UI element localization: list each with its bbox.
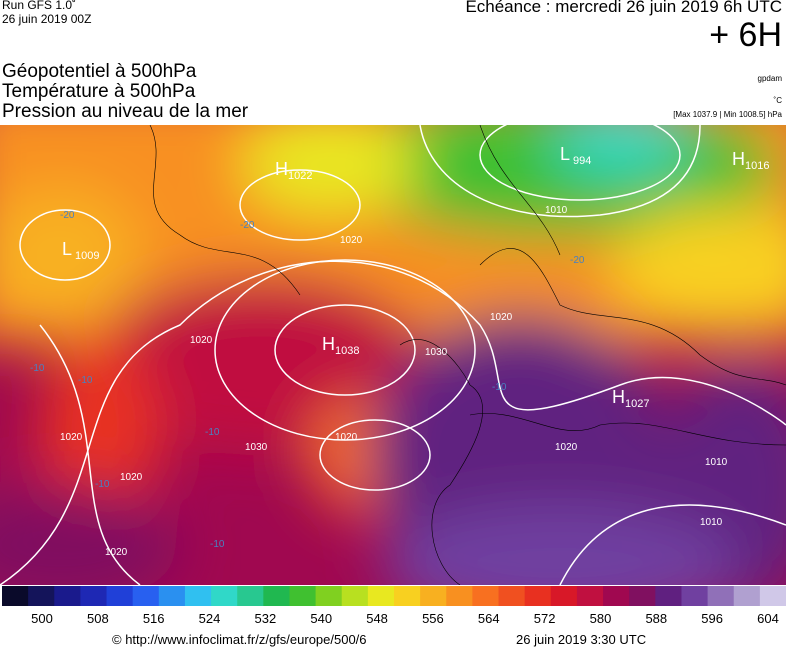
color-swatch <box>550 586 578 606</box>
colorbar-label: 564 <box>478 611 500 626</box>
color-swatch <box>263 586 290 606</box>
center-letter: H <box>732 149 745 169</box>
center-letter: L <box>560 144 570 164</box>
isobar-label: 1020 <box>490 312 513 323</box>
center-letter: H <box>612 387 625 407</box>
isobar-label: 1010 <box>700 517 723 528</box>
isobar-label: 1030 <box>245 442 268 453</box>
isobar-label: 1010 <box>545 205 568 216</box>
temp-label: -10 <box>78 375 93 386</box>
color-swatch <box>237 586 264 606</box>
colorbar-label: 548 <box>366 611 388 626</box>
color-swatch <box>524 586 552 606</box>
colorbar-label: 596 <box>701 611 723 626</box>
color-swatch <box>733 586 761 606</box>
color-swatch <box>341 586 369 606</box>
temp-label: -10 <box>95 479 110 490</box>
color-swatch <box>132 586 160 606</box>
isobar-label: 1020 <box>105 547 128 558</box>
center-letter: L <box>62 239 72 259</box>
colorbar-label: 500 <box>31 611 53 626</box>
color-swatch <box>707 586 735 606</box>
color-swatch <box>315 586 343 606</box>
color-swatch <box>2 586 29 606</box>
isobar-label: 1020 <box>335 432 358 443</box>
color-swatch <box>106 586 134 606</box>
temp-label: -20 <box>570 255 585 266</box>
color-swatch <box>28 586 55 606</box>
colorbar-label: 524 <box>199 611 221 626</box>
run: Run GFS 1.0˚ <box>2 0 77 12</box>
run-date: 26 juin 2019 00Z <box>2 12 92 26</box>
center-letter: H <box>322 334 335 354</box>
temp-label: -10 <box>210 539 225 550</box>
field: Température à 500hPa <box>2 81 196 102</box>
color-swatch <box>576 586 604 606</box>
color-swatch <box>498 586 526 606</box>
color-swatch <box>629 586 656 606</box>
color-swatch <box>603 586 630 606</box>
field: Pression au niveau de la mer <box>2 101 249 122</box>
color-swatch <box>289 586 317 606</box>
color-swatch <box>472 586 500 606</box>
isobar-label: 1010 <box>705 457 728 468</box>
isobars <box>0 125 786 585</box>
field: Géopotentiel à 500hPa <box>2 61 197 82</box>
source: © http://www.infoclimat.fr/z/gfs/europe/… <box>112 632 367 647</box>
colorbar-label: 572 <box>534 611 556 626</box>
offset: + 6H <box>709 16 782 54</box>
center-value: 1038 <box>335 345 359 357</box>
colorbar-label: 532 <box>255 611 277 626</box>
isobar-label: 1020 <box>190 335 213 346</box>
colorbar-label: 540 <box>310 611 332 626</box>
pressure-range: [Max 1037.9 | Min 1008.5] hPa <box>673 110 782 119</box>
center-value: 994 <box>573 155 591 167</box>
temp-label: -20 <box>60 210 75 221</box>
colorbar-label: 580 <box>590 611 612 626</box>
color-swatch <box>54 586 81 606</box>
color-swatch <box>681 586 709 606</box>
temp-label: -10 <box>30 363 45 374</box>
center-value: 1009 <box>75 250 99 262</box>
colorbar-label: 508 <box>87 611 109 626</box>
color-swatch <box>211 586 238 606</box>
unit-temp: ˚C <box>773 96 782 105</box>
colorbar-label: 516 <box>143 611 165 626</box>
colorbar-label: 588 <box>645 611 667 626</box>
isobar-label: 1020 <box>60 432 83 443</box>
center-value: 1027 <box>625 398 649 410</box>
colorbar: 500 508 516 524 532 540 548 556 564 572 580 588 596 6… <box>2 586 786 647</box>
center-value: 1022 <box>288 170 312 182</box>
isobar-label: 1020 <box>555 442 578 453</box>
generated: 26 juin 2019 3:30 UTC <box>516 632 646 647</box>
color-swatch <box>446 586 473 606</box>
isobar-label: 1030 <box>425 347 448 358</box>
color-swatch <box>158 586 186 606</box>
color-swatch <box>420 586 447 606</box>
color-swatch <box>184 586 212 606</box>
temp-label: -10 <box>205 427 220 438</box>
unit-geo: gpdam <box>757 74 782 83</box>
center-value: 1016 <box>745 160 769 172</box>
forecast: Echéance : mercredi 26 juin 2019 6h UTC <box>465 0 782 16</box>
isobar-label: 1020 <box>340 235 363 246</box>
center-letter: H <box>275 159 288 179</box>
temp-label: -20 <box>240 220 255 231</box>
colorbar-label: 604 <box>757 611 779 626</box>
temp-label: -10 <box>492 382 507 393</box>
color-swatch <box>367 586 395 606</box>
isobar-label: 1020 <box>120 472 143 483</box>
color-swatch <box>80 586 108 606</box>
color-swatch <box>394 586 421 606</box>
color-swatch <box>759 586 786 606</box>
coastlines <box>149 125 786 585</box>
colorbar-label: 556 <box>422 611 444 626</box>
color-swatch <box>655 586 682 606</box>
